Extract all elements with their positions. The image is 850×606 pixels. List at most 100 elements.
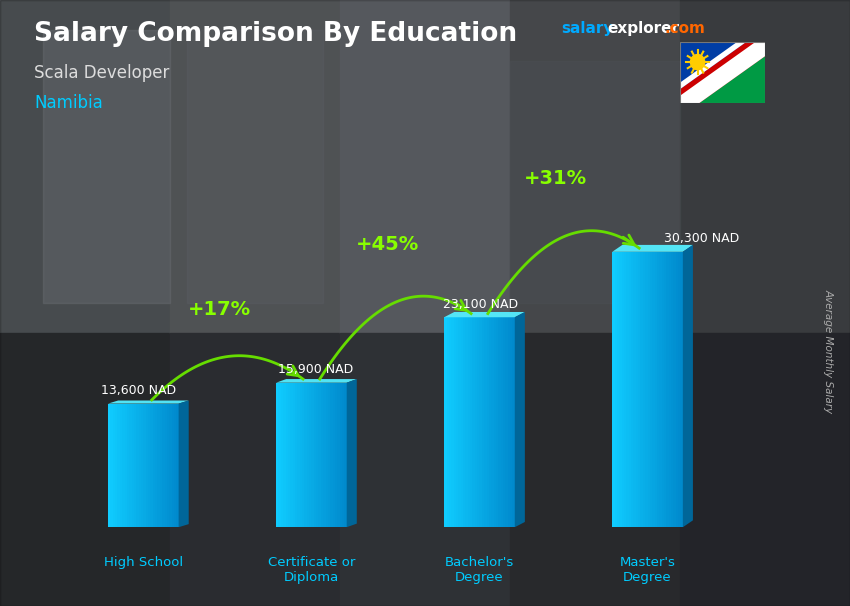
Polygon shape	[672, 28, 759, 93]
Circle shape	[690, 55, 705, 70]
Polygon shape	[645, 252, 648, 527]
Polygon shape	[129, 404, 132, 527]
Polygon shape	[155, 404, 157, 527]
Text: +31%: +31%	[524, 169, 586, 188]
Polygon shape	[326, 383, 328, 527]
Polygon shape	[503, 318, 506, 527]
Polygon shape	[174, 404, 176, 527]
Polygon shape	[482, 318, 484, 527]
Polygon shape	[280, 383, 283, 527]
Polygon shape	[319, 383, 320, 527]
Polygon shape	[276, 383, 279, 527]
Polygon shape	[302, 383, 304, 527]
Polygon shape	[477, 318, 479, 527]
Polygon shape	[470, 318, 473, 527]
Polygon shape	[680, 42, 765, 103]
Polygon shape	[309, 383, 311, 527]
Text: Scala Developer: Scala Developer	[34, 64, 169, 82]
Polygon shape	[643, 252, 645, 527]
Polygon shape	[456, 318, 458, 527]
Polygon shape	[669, 252, 672, 527]
Polygon shape	[664, 252, 666, 527]
Polygon shape	[320, 383, 323, 527]
Polygon shape	[496, 318, 498, 527]
Polygon shape	[342, 383, 344, 527]
Polygon shape	[340, 383, 342, 527]
Polygon shape	[127, 404, 129, 527]
Polygon shape	[167, 404, 169, 527]
Polygon shape	[286, 383, 288, 527]
Polygon shape	[311, 383, 314, 527]
Polygon shape	[157, 404, 160, 527]
Polygon shape	[148, 404, 150, 527]
Polygon shape	[620, 252, 621, 527]
Polygon shape	[314, 383, 316, 527]
Polygon shape	[122, 404, 124, 527]
Polygon shape	[169, 404, 172, 527]
Polygon shape	[445, 318, 446, 527]
Polygon shape	[110, 404, 113, 527]
Polygon shape	[141, 404, 144, 527]
Polygon shape	[115, 404, 117, 527]
Polygon shape	[165, 404, 167, 527]
Text: Salary Comparison By Education: Salary Comparison By Education	[34, 21, 517, 47]
Polygon shape	[486, 318, 489, 527]
Polygon shape	[507, 318, 510, 527]
Polygon shape	[331, 383, 332, 527]
Text: Master's
Degree: Master's Degree	[620, 556, 676, 584]
Polygon shape	[307, 383, 309, 527]
Polygon shape	[276, 379, 357, 383]
Polygon shape	[617, 252, 620, 527]
Polygon shape	[636, 252, 638, 527]
Polygon shape	[648, 252, 650, 527]
Polygon shape	[150, 404, 153, 527]
Polygon shape	[621, 252, 624, 527]
Polygon shape	[498, 318, 501, 527]
Polygon shape	[468, 318, 470, 527]
Polygon shape	[153, 404, 155, 527]
Polygon shape	[288, 383, 290, 527]
Polygon shape	[501, 318, 503, 527]
Polygon shape	[454, 318, 456, 527]
Polygon shape	[445, 312, 524, 318]
Polygon shape	[612, 252, 615, 527]
Polygon shape	[120, 404, 122, 527]
Polygon shape	[160, 404, 162, 527]
Polygon shape	[144, 404, 145, 527]
Polygon shape	[458, 318, 461, 527]
Polygon shape	[449, 318, 451, 527]
Polygon shape	[344, 383, 347, 527]
Text: 23,100 NAD: 23,100 NAD	[443, 298, 518, 311]
Polygon shape	[654, 252, 657, 527]
Polygon shape	[316, 383, 319, 527]
Text: salary: salary	[561, 21, 614, 36]
Polygon shape	[298, 383, 300, 527]
Polygon shape	[660, 252, 661, 527]
Polygon shape	[672, 252, 673, 527]
Polygon shape	[323, 383, 326, 527]
Polygon shape	[108, 404, 110, 527]
Polygon shape	[680, 42, 765, 103]
Polygon shape	[172, 404, 174, 527]
Polygon shape	[513, 318, 515, 527]
Polygon shape	[681, 252, 683, 527]
Text: 13,600 NAD: 13,600 NAD	[101, 384, 177, 398]
Polygon shape	[304, 383, 307, 527]
Polygon shape	[683, 245, 693, 527]
Polygon shape	[515, 312, 524, 527]
Polygon shape	[108, 401, 189, 404]
Text: .com: .com	[665, 21, 706, 36]
Text: +17%: +17%	[187, 300, 251, 319]
Polygon shape	[677, 38, 771, 113]
Text: Certificate or
Diploma: Certificate or Diploma	[268, 556, 355, 584]
Polygon shape	[650, 252, 652, 527]
Polygon shape	[629, 252, 631, 527]
Polygon shape	[295, 383, 298, 527]
Polygon shape	[624, 252, 626, 527]
Polygon shape	[283, 383, 286, 527]
Polygon shape	[676, 252, 678, 527]
Polygon shape	[661, 252, 664, 527]
Polygon shape	[176, 404, 178, 527]
Polygon shape	[510, 318, 513, 527]
Polygon shape	[678, 252, 681, 527]
